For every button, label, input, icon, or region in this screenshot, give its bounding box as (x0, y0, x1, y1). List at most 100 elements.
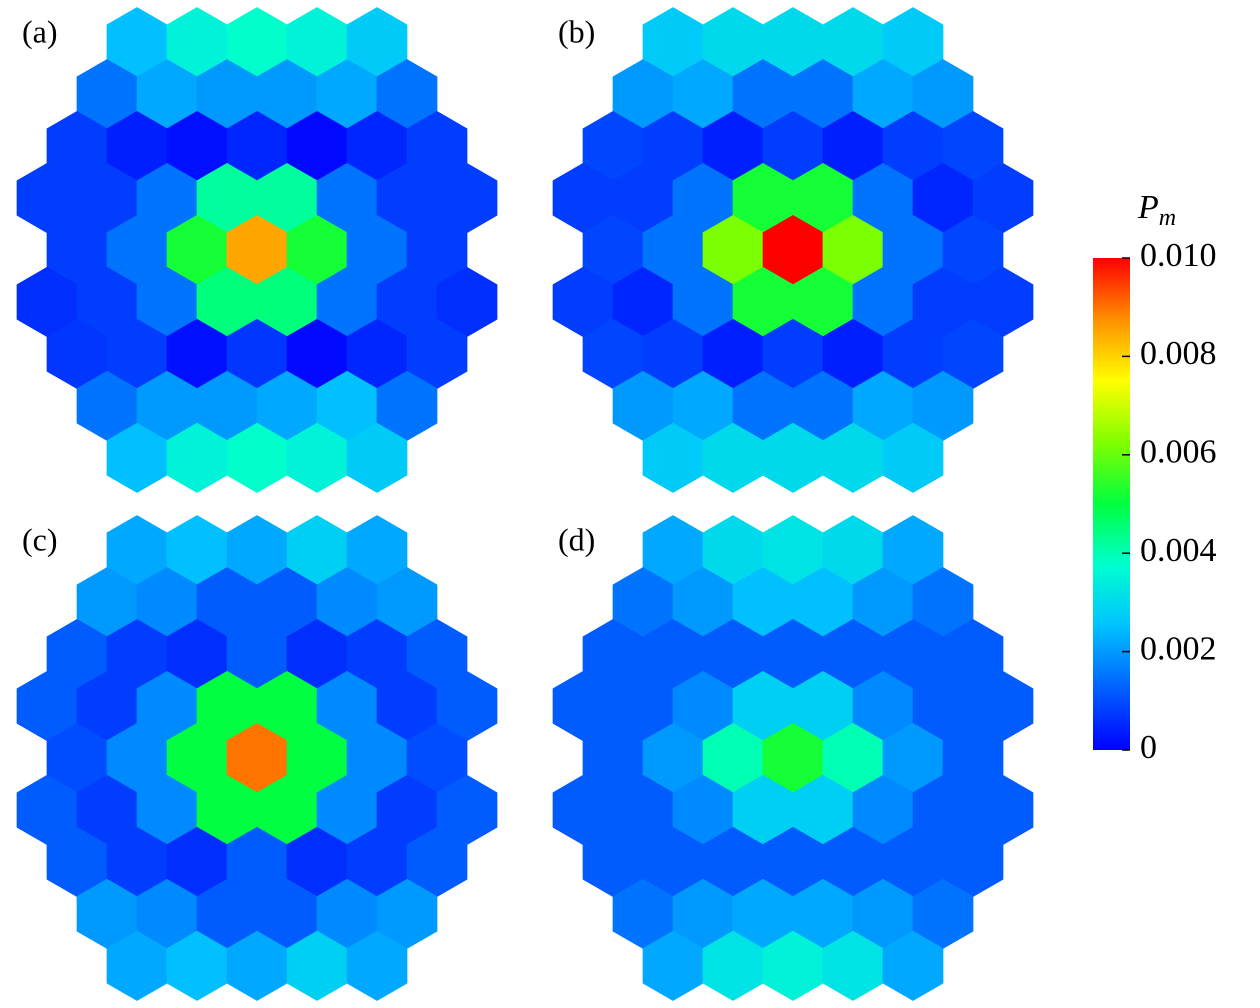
hex-cell (136, 266, 198, 337)
hex-cell (612, 567, 674, 638)
panel-label: (d) (558, 521, 595, 557)
hex-cell (642, 515, 704, 586)
hex-cell (942, 318, 1004, 389)
hex-cell (46, 111, 108, 182)
hex-cell (762, 619, 824, 690)
hex-cell (166, 826, 228, 897)
hex-cell (406, 722, 468, 794)
hex-cell (582, 826, 644, 897)
hex-cell (642, 422, 704, 493)
hex-cell (732, 671, 794, 742)
hex-cell (256, 567, 318, 638)
hex-cell (106, 930, 168, 1001)
hex-cell (196, 59, 258, 130)
colorbar (1093, 258, 1130, 750)
hex-cell (226, 7, 288, 78)
hex-cell (822, 7, 884, 78)
hex-cell (792, 370, 854, 441)
hex-cell (316, 878, 378, 949)
hex-cell (286, 214, 348, 286)
hex-cell (256, 370, 318, 441)
hex-cell (436, 774, 498, 845)
hex-cell (256, 163, 318, 234)
hex-cell (16, 774, 78, 845)
hex-cell (612, 878, 674, 949)
tick-label: 0.004 (1140, 532, 1217, 569)
hex-cell (106, 214, 168, 286)
hex-cell (672, 671, 734, 742)
hex-cell (762, 930, 824, 1001)
hex-cell (672, 878, 734, 949)
hex-cell (762, 318, 824, 389)
hex-cell (226, 722, 288, 794)
hex-cell (346, 214, 408, 286)
hex-cell (196, 567, 258, 638)
hex-cell (582, 111, 644, 182)
hex-cell (612, 671, 674, 742)
hex-cell (346, 111, 408, 182)
hex-cell (912, 59, 974, 130)
hex-cell (732, 567, 794, 638)
hex-cell (346, 619, 408, 690)
hex-cell (166, 515, 228, 586)
hex-cell (46, 214, 108, 286)
hex-cell (702, 619, 764, 690)
hex-cell (346, 826, 408, 897)
hex-cell (792, 163, 854, 234)
hex-cell (196, 878, 258, 949)
hex-cell (406, 318, 468, 389)
hex-cell (852, 567, 914, 638)
hex-cell (166, 619, 228, 690)
hex-cell (642, 930, 704, 1001)
hex-cell (882, 619, 944, 690)
hex-cell (582, 722, 644, 794)
hex-cell (286, 111, 348, 182)
hex-cell (762, 515, 824, 586)
tick-label: 0.008 (1140, 335, 1217, 372)
hex-cell (286, 318, 348, 389)
hex-cell (136, 59, 198, 130)
hex-cell (882, 318, 944, 389)
hex-cell (822, 318, 884, 389)
hex-cell (822, 111, 884, 182)
tick-label: 0.010 (1140, 237, 1217, 274)
hex-cell (822, 422, 884, 493)
hex-cell (376, 774, 438, 845)
hex-cell (196, 774, 258, 845)
hex-cell (852, 370, 914, 441)
hex-cell (226, 214, 288, 286)
hex-cell (852, 59, 914, 130)
hex-cell (166, 111, 228, 182)
hex-cell (612, 59, 674, 130)
hex-cell (912, 163, 974, 234)
hex-cell (732, 370, 794, 441)
hex-cell (166, 722, 228, 794)
hex-cell (106, 722, 168, 794)
hex-cell (852, 671, 914, 742)
hex-cell (286, 722, 348, 794)
hex-cell (406, 826, 468, 897)
hex-cell (406, 111, 468, 182)
hex-cell (226, 422, 288, 493)
hex-cell (822, 722, 884, 794)
hex-cell (702, 111, 764, 182)
hex-cell (762, 7, 824, 78)
hex-cell (792, 59, 854, 130)
hex-cell (582, 619, 644, 690)
hex-cell (672, 59, 734, 130)
hex-cell (762, 826, 824, 897)
hex-cell (642, 619, 704, 690)
hex-cell (286, 619, 348, 690)
hex-cell (972, 774, 1034, 845)
hex-cell (612, 774, 674, 845)
hex-cell (166, 7, 228, 78)
hex-cell (852, 878, 914, 949)
hex-cell (942, 619, 1004, 690)
hex-cell (702, 515, 764, 586)
hex-cell (852, 163, 914, 234)
hex-cell (912, 266, 974, 337)
hex-cell (46, 318, 108, 389)
hex-cell (256, 878, 318, 949)
hex-cell (852, 774, 914, 845)
hex-cell (346, 722, 408, 794)
